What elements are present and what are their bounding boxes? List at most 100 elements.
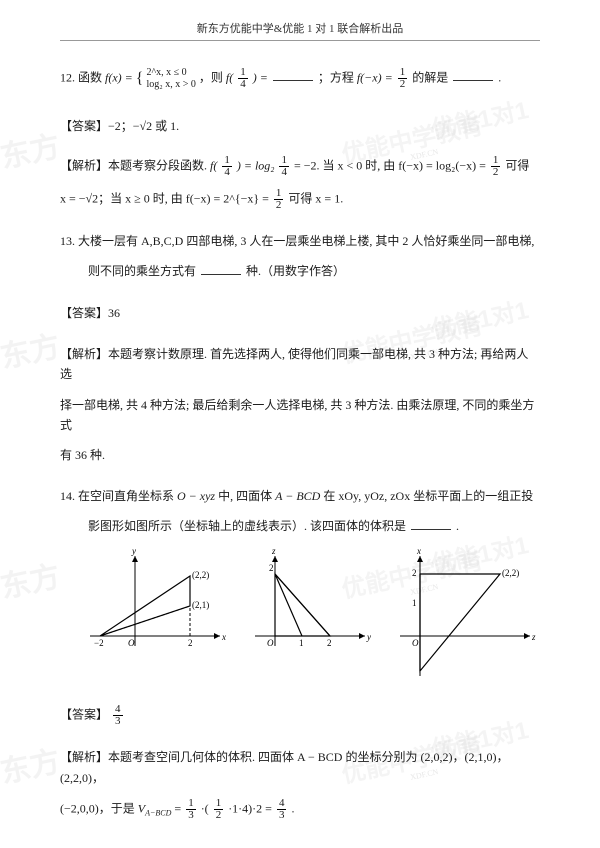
e14-t2e: ·1·4)·2 = bbox=[228, 802, 275, 816]
watermark: 新东方 bbox=[0, 321, 64, 383]
frac-4-3: 43 bbox=[277, 798, 287, 821]
q14-t2: 影图形如图所示（坐标轴上的虚线表示）. 该四面体的体积是 bbox=[88, 519, 406, 533]
a13-text: 36 bbox=[108, 306, 120, 320]
q12-mid2: ；方程 bbox=[318, 70, 357, 84]
e14-t2d: ·( bbox=[201, 802, 209, 816]
diagram-zox: x z O 2 1 (2,2) bbox=[390, 546, 540, 686]
frac-1-2: 12 bbox=[398, 67, 408, 90]
e12-t2b: 可得 x = 1. bbox=[288, 191, 343, 205]
e12-t2: x = −√2；当 x ≥ 0 时, 由 f(−x) = 2^{−x} = bbox=[60, 191, 269, 205]
blank bbox=[411, 518, 451, 530]
axis-z-label: z bbox=[531, 632, 536, 642]
q12-case2: log₂ x, x > 0 bbox=[146, 79, 195, 91]
q14-t1b: O − xyz bbox=[177, 489, 215, 503]
tick-1: 1 bbox=[412, 598, 417, 608]
e14-V: V bbox=[138, 802, 145, 816]
diagram-yoz: z y O 2 1 2 bbox=[245, 546, 375, 666]
e14-t1: 本题考查空间几何体的体积. 四面体 A − BCD 的坐标分别为 (2,0,2)… bbox=[60, 750, 508, 784]
frac-1-4: 14 bbox=[238, 67, 248, 90]
q14-t2b: . bbox=[456, 519, 459, 533]
e13-l3: 有 36 种. bbox=[60, 445, 540, 465]
q14-l2: 影图形如图所示（坐标轴上的虚线表示）. 该四面体的体积是 . bbox=[60, 516, 540, 536]
e14-t2f: . bbox=[291, 802, 294, 816]
q12-text: 函数 bbox=[78, 70, 105, 84]
q14-l1: 14. 在空间直角坐标系 O − xyz 中, 四面体 A − BCD 在 xO… bbox=[60, 486, 540, 506]
frac-4-3: 43 bbox=[113, 704, 123, 727]
axis-y-label: y bbox=[131, 546, 136, 556]
pt-label-22: (2,2) bbox=[502, 568, 519, 578]
a14: 【答案】 43 bbox=[60, 704, 540, 727]
axis-y-label: y bbox=[366, 632, 371, 642]
axis-x-label: x bbox=[416, 546, 421, 556]
q12-case1: 2^x, x ≤ 0 bbox=[146, 67, 195, 79]
e12-t1d: = −2. 当 x < 0 时, 由 f(−x) = log₂(−x) = bbox=[294, 158, 486, 172]
frac-1-4: 14 bbox=[279, 155, 289, 178]
q12-mid3: 的解是 bbox=[412, 70, 448, 84]
q12-period: . bbox=[498, 70, 501, 84]
q14-t1d: A − BCD bbox=[275, 489, 320, 503]
frac-1-2: 12 bbox=[214, 798, 224, 821]
q13-t2b: 种.（用数字作答） bbox=[246, 264, 345, 278]
q12-number: 12. bbox=[60, 70, 75, 84]
q12-expr1b: ) = bbox=[253, 70, 268, 84]
frac-1-4: 14 bbox=[222, 155, 232, 178]
q12-mid1: ，则 bbox=[199, 70, 226, 84]
pt-label-21: (2,1) bbox=[192, 600, 209, 610]
frac-1-3: 13 bbox=[186, 798, 196, 821]
page-header: 新东方优能中学&优能 1 对 1 联合解析出品 bbox=[60, 20, 540, 41]
q14-diagrams: y x O −2 2 (2,2) (2,1) z y O 2 1 2 bbox=[60, 546, 540, 686]
tick-2: 2 bbox=[327, 638, 332, 648]
watermark: 新东方 bbox=[0, 551, 64, 613]
e12-l1: 【解析】本题考察分段函数. f( 14 ) = log₂ 14 = −2. 当 … bbox=[60, 155, 540, 178]
frac-1-2: 12 bbox=[274, 188, 284, 211]
q14-t1a: 在空间直角坐标系 bbox=[78, 489, 177, 503]
a12-text: −2；−√2 或 1. bbox=[108, 119, 179, 133]
e14-l1: 【解析】本题考查空间几何体的体积. 四面体 A − BCD 的坐标分别为 (2,… bbox=[60, 747, 540, 788]
origin-label: O bbox=[412, 638, 419, 648]
q14-number: 14. bbox=[60, 489, 75, 503]
axis-x-label: x bbox=[221, 632, 226, 642]
a12: 【答案】−2；−√2 或 1. bbox=[60, 116, 540, 136]
tick-neg2: −2 bbox=[94, 638, 104, 648]
axis-z-label: z bbox=[271, 546, 276, 556]
e14-l2: (−2,0,0)，于是 VA−BCD = 13 ·( 12 ·1·4)·2 = … bbox=[60, 798, 540, 821]
e12-l2: x = −√2；当 x ≥ 0 时, 由 f(−x) = 2^{−x} = 12… bbox=[60, 188, 540, 211]
origin-label: O bbox=[267, 638, 274, 648]
e13-l2: 择一部电梯, 共 4 种方法; 最后给剩余一人选择电梯, 共 3 种方法. 由乘… bbox=[60, 395, 540, 436]
a13: 【答案】36 bbox=[60, 303, 540, 323]
watermark: 新东方 bbox=[0, 121, 64, 183]
e12-t1b: f( bbox=[210, 158, 217, 172]
answer-label: 【答案】 bbox=[60, 306, 108, 320]
q13-l1: 13. 大楼一层有 A,B,C,D 四部电梯, 3 人在一层乘坐电梯上楼, 其中… bbox=[60, 231, 540, 251]
explain-label: 【解析】 bbox=[60, 347, 108, 361]
tick-2: 2 bbox=[269, 563, 274, 573]
q12-expr2a: f(−x) = bbox=[357, 70, 393, 84]
q13-l2: 则不同的乘坐方式有 种.（用数字作答） bbox=[60, 261, 540, 281]
blank bbox=[201, 263, 241, 275]
e13-t1: 本题考察计数原理. 首先选择两人, 使得他们同乘一部电梯, 共 3 种方法; 再… bbox=[60, 347, 528, 381]
tick-2: 2 bbox=[188, 638, 193, 648]
q13-number: 13. bbox=[60, 234, 75, 248]
e14-t2a: (−2,0,0)，于是 bbox=[60, 802, 138, 816]
e12-t1e: 可得 bbox=[505, 158, 529, 172]
e12-t1a: 本题考察分段函数. bbox=[108, 158, 210, 172]
answer-label: 【答案】 bbox=[60, 119, 108, 133]
tick-2: 2 bbox=[412, 568, 417, 578]
diagram-xoy: y x O −2 2 (2,2) (2,1) bbox=[80, 546, 230, 666]
q12-expr1a: f( bbox=[226, 70, 233, 84]
brace-icon: { bbox=[136, 70, 144, 87]
q13-t2: 则不同的乘坐方式有 bbox=[88, 264, 196, 278]
q14-t1c: 中, 四面体 bbox=[218, 489, 275, 503]
page-content: 新东方优能中学&优能 1 对 1 联合解析出品 12. 函数 f(x) = { … bbox=[60, 20, 540, 820]
frac-1-2: 12 bbox=[491, 155, 501, 178]
e12-t1c: ) = log₂ bbox=[237, 158, 275, 172]
q12-fx: f(x) = bbox=[105, 70, 133, 84]
pt-label-22: (2,2) bbox=[192, 570, 209, 580]
q14-t1e: 在 xOy, yOz, zOx 坐标平面上的一组正投 bbox=[323, 489, 533, 503]
e13-l1: 【解析】本题考察计数原理. 首先选择两人, 使得他们同乘一部电梯, 共 3 种方… bbox=[60, 344, 540, 385]
origin-label: O bbox=[128, 638, 135, 648]
answer-label: 【答案】 bbox=[60, 708, 108, 722]
tick-1: 1 bbox=[299, 638, 304, 648]
watermark: 新东方 bbox=[0, 736, 64, 798]
explain-label: 【解析】 bbox=[60, 750, 108, 764]
